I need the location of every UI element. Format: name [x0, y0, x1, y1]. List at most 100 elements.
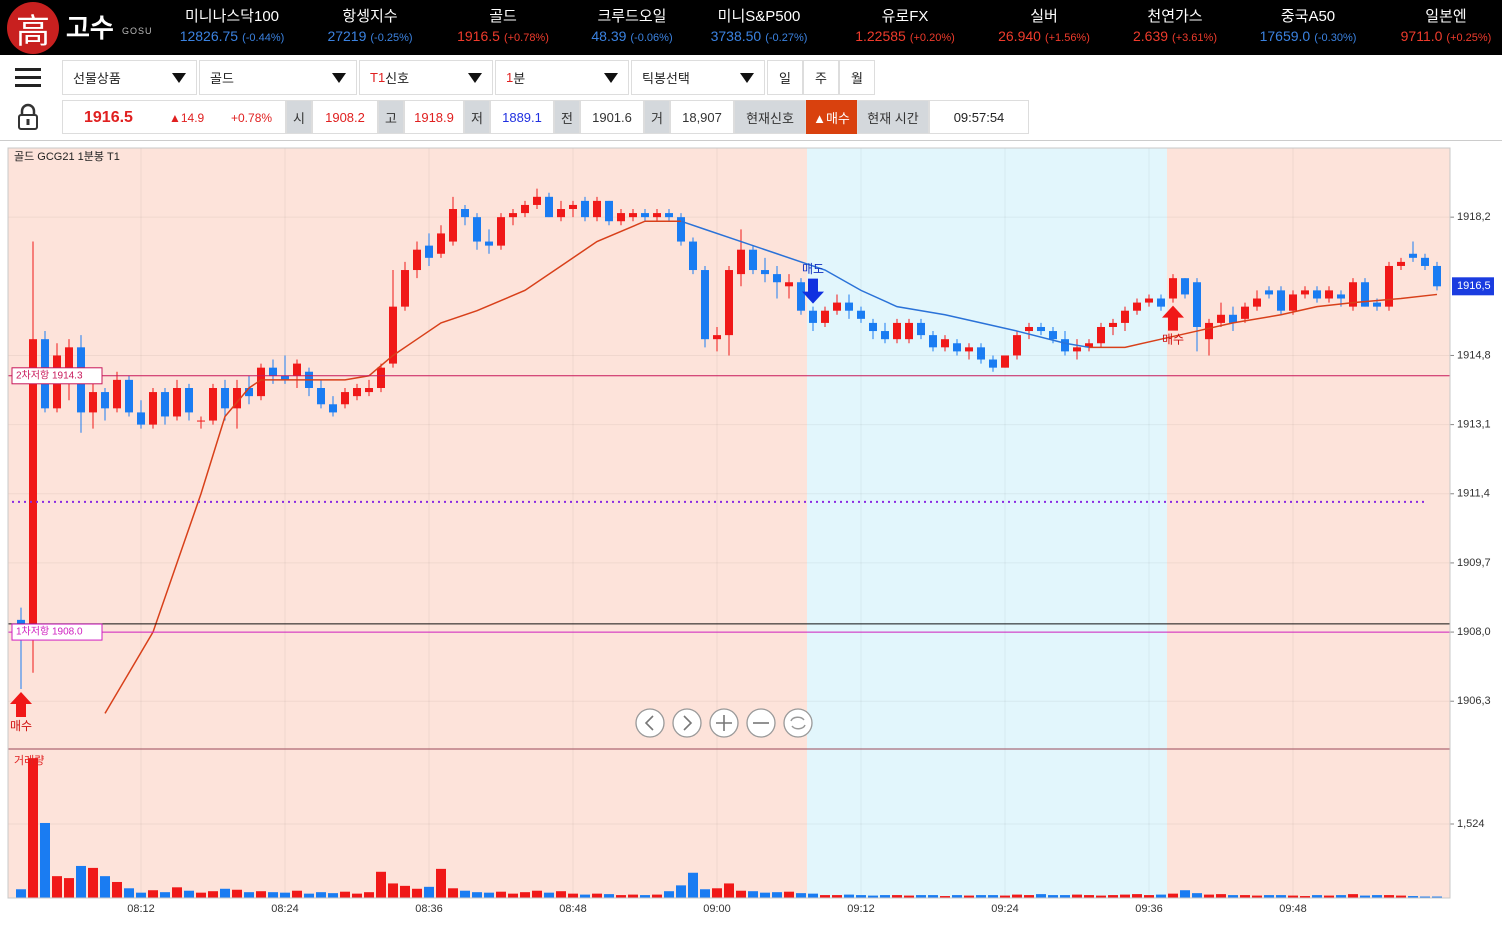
volume-bar [1276, 895, 1286, 898]
logo[interactable]: 高 [7, 2, 59, 54]
volume-bar [52, 876, 62, 898]
volume-bar [604, 894, 614, 898]
volume-bar [652, 894, 662, 898]
x-tick-label: 08:12 [127, 903, 155, 915]
candle-body [713, 335, 721, 340]
ticker-change: (-0.25%) [370, 32, 413, 44]
dropdown-arrow [332, 73, 346, 83]
candle-body [1241, 306, 1249, 319]
quote-change-pct: +0.78% [231, 111, 273, 125]
volume-bar [100, 876, 110, 898]
candle-body [917, 322, 925, 336]
ticker-name[interactable]: 중국A50 [1280, 8, 1336, 25]
period-button[interactable]: 일 [767, 60, 803, 95]
ticker-name[interactable]: 항셍지수 [342, 8, 398, 25]
volume-bar [1060, 895, 1070, 898]
volume-bar [796, 893, 806, 898]
ticker-change: (+0.25%) [1446, 32, 1492, 44]
volume-bar [460, 890, 470, 898]
volume-bar [1312, 895, 1322, 898]
ticker-price: 12826.75 [179, 28, 239, 44]
ticker-name[interactable]: 유로FX [881, 8, 929, 25]
volume-bar [472, 892, 482, 898]
field-label: 저 [464, 100, 490, 134]
volume-bar [1348, 894, 1358, 898]
select-highlight: 1 [506, 70, 514, 85]
candle-body [689, 241, 697, 271]
ticker-price: 3738.50 [710, 28, 762, 44]
x-tick-label: 08:36 [415, 903, 443, 915]
period-button[interactable]: 주 [803, 60, 839, 95]
ticker-name[interactable]: 미니나스닥100 [184, 8, 280, 25]
candle-body [1013, 335, 1021, 356]
select-box[interactable]: 틱봉선택 [631, 60, 765, 95]
time-label: 현재 시간 [857, 100, 929, 134]
candle-body [857, 310, 865, 319]
candle-body [65, 347, 73, 372]
select-box[interactable]: 골드 [199, 60, 357, 95]
buy-arrow [10, 692, 32, 718]
reset-button[interactable] [783, 708, 813, 738]
chart-title: 골드 GCG21 1분봉 T1 [14, 150, 120, 163]
time-value: 09:57:54 [929, 100, 1029, 134]
level-label: 2차저항 1914.3 [16, 369, 83, 381]
volume-bar [328, 893, 338, 898]
ticker-name[interactable]: 일본엔 [1425, 8, 1467, 25]
volume-bar [388, 883, 398, 898]
menu-icon[interactable] [14, 66, 42, 90]
period-button[interactable]: 월 [839, 60, 875, 95]
volume-bar [28, 758, 38, 898]
candle-body [185, 388, 193, 413]
arrow [172, 73, 186, 83]
volume-bar [616, 895, 626, 898]
volume-bar [316, 892, 326, 898]
prev-button[interactable] [635, 708, 665, 738]
ticker-quote: 1.22585 (+0.20%) [815, 28, 995, 44]
candle-body [353, 388, 361, 397]
ticker-quote: 2.639 (+3.61%) [1085, 28, 1265, 44]
zoom-out-button[interactable] [746, 708, 776, 738]
volume-bar [64, 878, 74, 898]
y-tick-label: 1911,4 [1457, 488, 1490, 500]
ticker-name[interactable]: 골드 [489, 8, 517, 25]
candle-body [869, 322, 877, 332]
volume-bar [232, 889, 242, 898]
volume-bar [640, 895, 650, 898]
select-box[interactable]: T1 신호 [359, 60, 493, 95]
candle-body [977, 347, 985, 360]
volume-bar [244, 892, 254, 898]
candle-body [1145, 298, 1153, 303]
ticker-change: (+3.61%) [1172, 32, 1217, 44]
candle-body [221, 388, 229, 409]
candle-body [401, 270, 409, 307]
volume-bar [88, 867, 98, 898]
ticker-name[interactable]: 실버 [1030, 8, 1058, 25]
candle-body [1001, 355, 1009, 368]
ticker-change: (+1.56%) [1044, 32, 1090, 44]
zoom-in-button[interactable] [709, 708, 739, 738]
candle-body [197, 420, 205, 422]
volume-bar [112, 881, 122, 898]
x-tick-label: 09:36 [1135, 903, 1163, 915]
candle-body [1409, 253, 1417, 258]
candle-body [593, 200, 601, 218]
volume-bar [364, 892, 374, 898]
select-box[interactable]: 선물상품 [62, 60, 197, 95]
signal-label: 현재신호 [734, 100, 806, 134]
candle-body [1193, 282, 1201, 327]
volume-bar [1108, 895, 1118, 898]
next-button[interactable] [672, 708, 702, 738]
volume-bar [16, 889, 26, 898]
volume-bar [748, 891, 758, 898]
y-tick-label: 1914,8 [1457, 349, 1491, 361]
candle-body [965, 347, 973, 352]
ticker-name[interactable]: 미니S&P500 [717, 8, 801, 25]
candle-body [1037, 326, 1045, 332]
candle-body [125, 379, 133, 413]
lock-icon[interactable] [16, 103, 40, 131]
ticker-name[interactable]: 크루드오일 [597, 8, 667, 25]
ticker-price: 9711.0 [1400, 28, 1443, 44]
candle-body [293, 363, 301, 376]
ticker-name[interactable]: 천연가스 [1147, 8, 1203, 25]
